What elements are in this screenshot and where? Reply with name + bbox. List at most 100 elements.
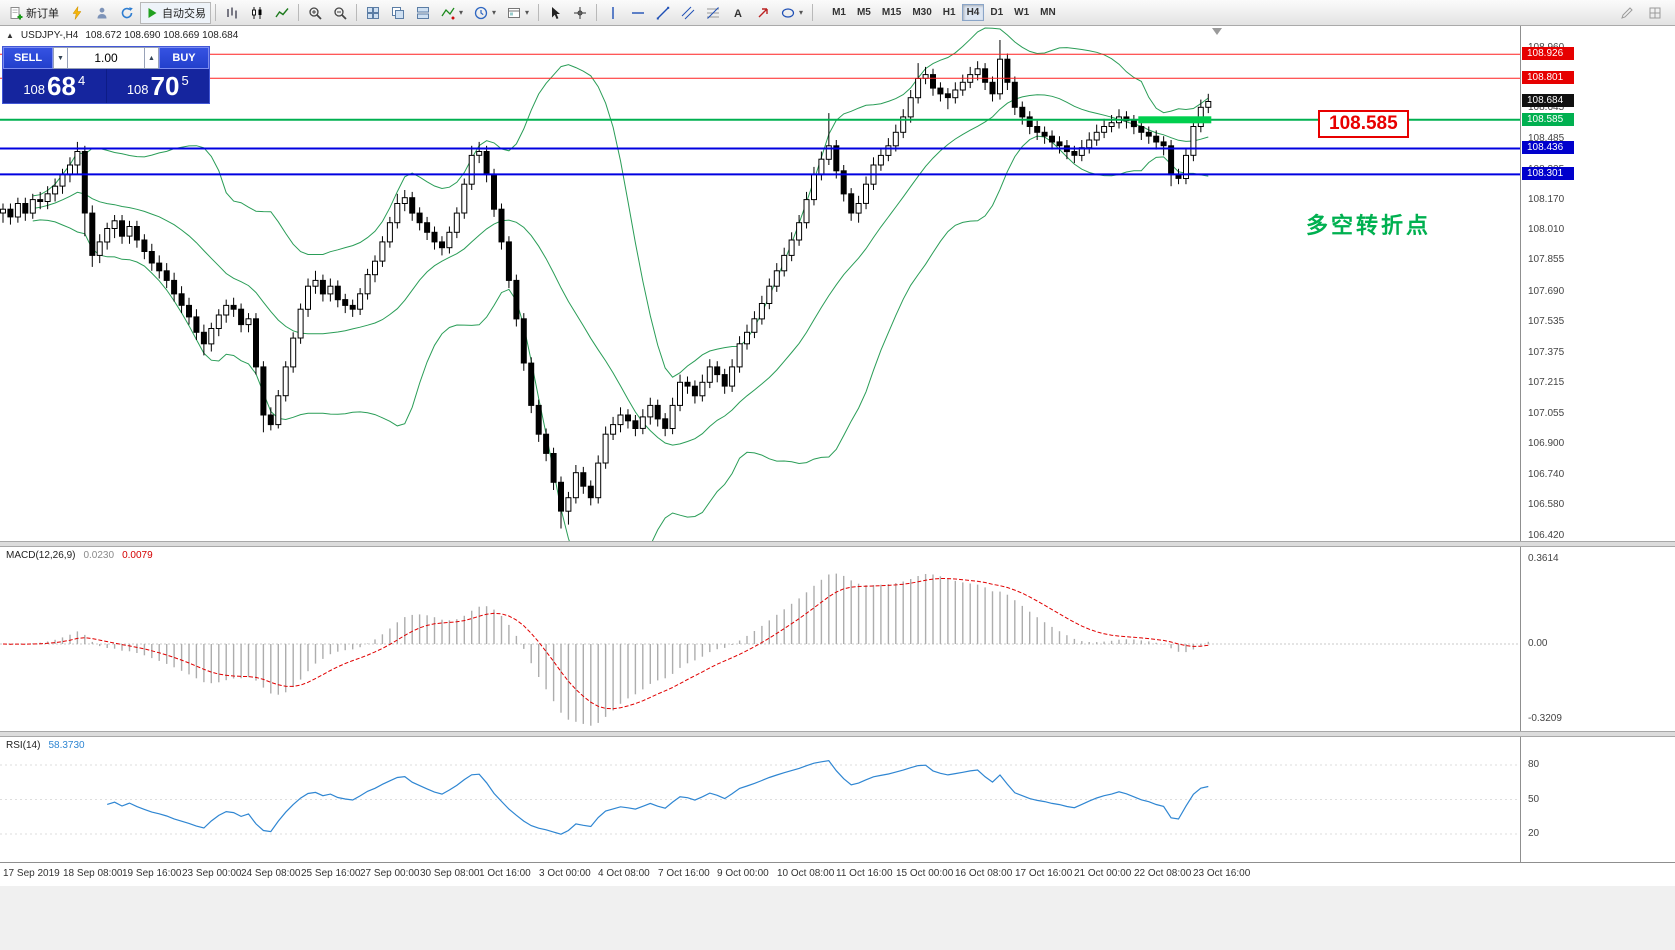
- timeframe-w1[interactable]: W1: [1009, 4, 1034, 21]
- zoom-out-button[interactable]: [328, 2, 352, 24]
- time-tick: 19 Sep 16:00: [122, 868, 182, 879]
- window-bottom-area: [0, 886, 1675, 950]
- templates-button[interactable]: ▾: [502, 2, 534, 24]
- auto-trading-button[interactable]: 自动交易: [140, 1, 211, 24]
- timeframe-m5[interactable]: M5: [852, 4, 876, 21]
- candlestick-chart-button[interactable]: [245, 2, 269, 24]
- macd-chart: [0, 573, 1520, 726]
- time-tick: 9 Oct 00:00: [717, 868, 769, 879]
- sell-button[interactable]: SELL: [3, 47, 53, 69]
- vertical-line-icon: [612, 6, 614, 19]
- timeframe-d1[interactable]: D1: [985, 4, 1008, 21]
- time-tick: 17 Sep 2019: [3, 868, 60, 879]
- fibonacci-icon: [707, 6, 720, 19]
- rsi-scale-label: 20: [1528, 828, 1540, 839]
- chart-symbol-ohlc: ▲ USDJPY-,H4 108.672 108.690 108.669 108…: [6, 30, 238, 41]
- toolbar-overflow-button[interactable]: [1615, 2, 1639, 24]
- price-tick: 108.010: [1528, 224, 1565, 235]
- cascade-windows-icon: [392, 6, 404, 19]
- volume-decrease-button[interactable]: ▼: [53, 47, 68, 69]
- price-tick: 107.055: [1528, 408, 1565, 419]
- pane-divider[interactable]: [0, 731, 1675, 737]
- play-icon: [148, 7, 157, 18]
- buy-price[interactable]: 108 70 5: [105, 69, 210, 103]
- timeframe-mn[interactable]: MN: [1035, 4, 1061, 21]
- crosshair-button[interactable]: [568, 2, 592, 24]
- main-toolbar: 新订单 自动交易: [0, 0, 1675, 26]
- accounts-button[interactable]: [90, 2, 114, 24]
- pane-divider[interactable]: [0, 541, 1675, 547]
- sell-price[interactable]: 108 68 4: [23, 71, 86, 101]
- price-tick: 106.900: [1528, 438, 1565, 449]
- cascade-windows-button[interactable]: [386, 2, 410, 24]
- price-tick: 108.645: [1528, 102, 1565, 113]
- price-tag: 108.436: [1522, 141, 1574, 154]
- timeframe-h1[interactable]: H1: [938, 4, 961, 21]
- zoom-in-button[interactable]: [303, 2, 327, 24]
- volume-input[interactable]: [68, 47, 144, 69]
- refresh-icon: [121, 6, 133, 18]
- volume-increase-button[interactable]: ▲: [144, 47, 159, 69]
- svg-text:A: A: [734, 8, 742, 20]
- price-tag: 108.684: [1522, 94, 1574, 107]
- auto-trading-label: 自动交易: [162, 7, 206, 20]
- chart-shift-marker-icon: [1212, 28, 1222, 35]
- vertical-line-button[interactable]: [601, 2, 625, 24]
- horizontal-line-button[interactable]: [626, 2, 650, 24]
- bar-chart-icon: [227, 7, 237, 18]
- arrow-tool-button[interactable]: [751, 2, 775, 24]
- macd-label: MACD(12,26,9) 0.0230 0.0079: [6, 550, 153, 561]
- trendline-icon: [656, 6, 670, 19]
- indicators-button[interactable]: ▾: [436, 2, 468, 24]
- shapes-tool-button[interactable]: ▾: [776, 2, 808, 24]
- text-icon: A: [734, 8, 742, 20]
- macd-pane[interactable]: MACD(12,26,9) 0.0230 0.0079: [0, 547, 1520, 731]
- rsi-label: RSI(14) 58.3730: [6, 740, 85, 751]
- dropdown-caret-icon: ▾: [492, 8, 497, 17]
- text-tool-button[interactable]: A: [726, 2, 750, 24]
- toolbar-separator: [298, 4, 299, 21]
- toolbar-separator: [596, 4, 598, 21]
- price-tick: 106.580: [1528, 499, 1565, 510]
- shapes-icon: [781, 7, 795, 18]
- timeframe-h4[interactable]: H4: [961, 4, 985, 21]
- collapse-triangle-icon[interactable]: ▲: [6, 31, 14, 40]
- tile-windows-button[interactable]: [361, 2, 385, 24]
- line-chart-button[interactable]: [270, 2, 294, 24]
- rsi-pane[interactable]: RSI(14) 58.3730: [0, 737, 1520, 862]
- tile-windows-icon: [367, 6, 379, 19]
- toolbar-separator: [812, 4, 814, 21]
- trade-panel-prices: 108 68 4 108 70 5: [3, 69, 209, 103]
- timeframe-m1[interactable]: M1: [827, 4, 851, 21]
- dropdown-caret-icon: ▾: [525, 8, 530, 17]
- new-order-button[interactable]: 新订单: [4, 2, 64, 24]
- channel-button[interactable]: [676, 2, 700, 24]
- profile-icon: [97, 7, 107, 18]
- turning-point-annotation[interactable]: 多空转折点: [1306, 213, 1432, 238]
- time-tick: 23 Sep 00:00: [182, 868, 242, 879]
- bar-chart-button[interactable]: [220, 2, 244, 24]
- time-tick: 18 Sep 08:00: [63, 868, 123, 879]
- time-tick: 11 Oct 16:00: [836, 868, 893, 879]
- price-level-annotation[interactable]: 108.585: [1318, 110, 1409, 138]
- timeframe-m30[interactable]: M30: [907, 4, 936, 21]
- candlestick-icon: [252, 6, 262, 19]
- toolbar-customize-button[interactable]: [1643, 2, 1667, 24]
- main-chart-pane[interactable]: ▲ USDJPY-,H4 108.672 108.690 108.669 108…: [0, 26, 1520, 541]
- toolbar-right-group: [1615, 2, 1671, 24]
- metaeditor-button[interactable]: [65, 2, 89, 24]
- timeframe-m15[interactable]: M15: [877, 4, 906, 21]
- cursor-button[interactable]: [543, 2, 567, 24]
- arrange-windows-button[interactable]: [411, 2, 435, 24]
- fibonacci-button[interactable]: [701, 2, 725, 24]
- price-tick: 106.740: [1528, 469, 1565, 480]
- buy-button[interactable]: BUY: [159, 47, 209, 69]
- time-axis[interactable]: 17 Sep 2019 18 Sep 08:00 19 Sep 16:00 23 Se…: [0, 862, 1675, 886]
- timeframe-toolbar: M1 M5 M15 M30 H1 H4 D1 W1 MN: [827, 4, 1061, 21]
- price-tick: 107.535: [1528, 316, 1565, 327]
- time-tick: 15 Oct 00:00: [896, 868, 954, 879]
- refresh-button[interactable]: [115, 2, 139, 24]
- price-axis[interactable]: 108.960108.645108.485108.325108.170108.0…: [1520, 26, 1675, 862]
- periods-button[interactable]: ▾: [469, 2, 501, 24]
- trendline-button[interactable]: [651, 2, 675, 24]
